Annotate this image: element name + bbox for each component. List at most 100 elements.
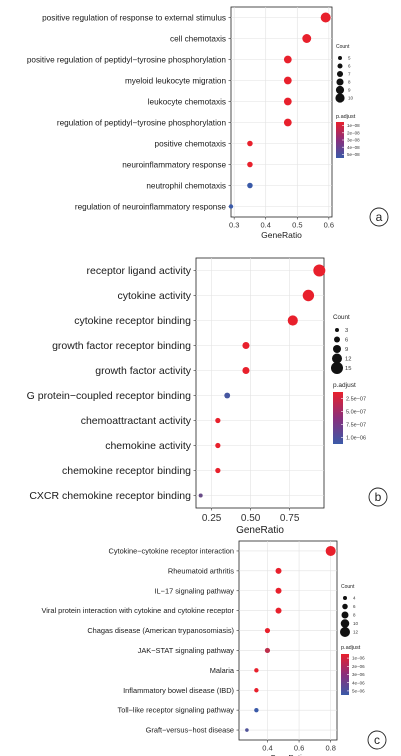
category-label: chemokine activity [105, 440, 192, 452]
color-legend-label: 2e−06 [352, 664, 365, 669]
color-legend-title: p.adjust [341, 645, 361, 651]
category-label: IL−17 signaling pathway [154, 586, 234, 595]
data-point [198, 493, 203, 498]
category-label: neutrophil chemotaxis [146, 181, 226, 190]
size-legend-dot [337, 63, 343, 69]
x-tick-label: 0.8 [325, 744, 335, 753]
data-point [242, 366, 250, 375]
category-label: Malaria [210, 666, 235, 675]
category-label: Cytokine−cytokine receptor interaction [108, 547, 234, 556]
category-label: myeloid leukocyte migration [125, 76, 226, 85]
category-label: G protein−coupled receptor binding [27, 390, 191, 402]
panel-label-circle [368, 487, 388, 507]
category-label: Rheumatoid arthritis [168, 566, 234, 575]
data-point [215, 442, 221, 449]
size-legend-title: Count [333, 314, 350, 321]
size-legend-title: Count [336, 44, 350, 50]
size-legend-label: 10 [348, 96, 354, 101]
category-label: Viral protein interaction with cytokine … [41, 606, 234, 615]
data-point [264, 647, 271, 654]
panel-label-circle [369, 207, 389, 227]
category-label: positive regulation of peptidyl−tyrosine… [27, 55, 227, 64]
size-legend-label: 8 [353, 613, 356, 618]
size-legend-label: 4 [353, 596, 356, 601]
size-legend-dot [331, 362, 343, 374]
color-legend-label: 1e−06 [352, 656, 365, 661]
size-legend-label: 5 [348, 56, 351, 61]
size-legend-title: Count [341, 584, 355, 590]
size-legend-label: 9 [345, 347, 348, 353]
color-legend-bar [336, 122, 344, 158]
category-label: leukocyte chemotaxis [148, 97, 226, 106]
data-point [287, 315, 298, 326]
x-tick-label: 0.75 [280, 513, 300, 524]
x-tick-label: 0.5 [292, 221, 302, 230]
size-legend-dot [340, 627, 350, 637]
size-legend-dot [341, 611, 349, 619]
panel-c: Cytokine−cytokine receptor interaction Rh… [41, 540, 387, 756]
data-point [283, 118, 292, 127]
data-point [302, 34, 312, 43]
panel-label-circle [367, 730, 387, 750]
color-legend-label: 2.5e−07 [346, 396, 366, 402]
color-legend-label: 4e−06 [352, 680, 365, 685]
category-label: Toll−like receptor signaling pathway [118, 706, 235, 715]
category-label: chemoattractant activity [81, 415, 192, 427]
panel-label: a [376, 210, 383, 224]
color-legend-label: 5e−06 [352, 688, 365, 693]
size-legend-dot [335, 85, 345, 95]
x-axis-title: GeneRatio [236, 525, 284, 536]
x-tick-label: 0.3 [229, 221, 239, 230]
panel-label: b [375, 490, 382, 504]
x-tick-label: 0.6 [324, 221, 334, 230]
category-label: regulation of neuroinflammatory response [75, 202, 227, 211]
color-legend-label: 5e−08 [347, 152, 360, 157]
x-axis-title: GeneRatio [270, 753, 306, 756]
size-legend-label: 12 [345, 357, 351, 363]
category-label: Graft−versus−host disease [146, 726, 234, 735]
size-legend-dot [342, 603, 348, 610]
category-label: positive regulation of response to exter… [42, 13, 226, 22]
size-legend-label: 7 [348, 72, 351, 77]
color-legend-label: 2e−08 [347, 130, 360, 135]
category-label: growth factor activity [95, 365, 191, 377]
data-point [224, 392, 231, 399]
size-legend-dot [338, 56, 342, 60]
size-legend-label: 6 [348, 64, 351, 69]
panel-label: c [374, 733, 380, 747]
x-tick-label: 0.4 [262, 744, 272, 753]
category-label: cytokine activity [117, 290, 191, 302]
data-point [247, 140, 253, 147]
data-point [254, 668, 259, 673]
data-point [228, 204, 234, 209]
size-legend-dot [335, 328, 339, 332]
color-legend-label: 5.0e−07 [346, 409, 366, 415]
size-legend-dot [336, 78, 344, 86]
data-point [242, 341, 250, 350]
category-label: growth factor receptor binding [52, 340, 191, 352]
size-legend-dot [343, 596, 347, 600]
color-legend-label: 3e−06 [352, 672, 365, 677]
size-legend-dot [335, 93, 345, 103]
data-point [254, 688, 259, 693]
x-tick-label: 0.6 [294, 744, 304, 753]
size-legend-label: 10 [353, 621, 359, 626]
data-point [245, 728, 249, 732]
x-axis-title: GeneRatio [261, 230, 302, 240]
panel-a: positive regulation of response to exter… [27, 6, 389, 240]
category-label: Chagas disease (American trypanosomiasis… [87, 626, 234, 635]
size-legend-dot [336, 70, 344, 78]
data-point [313, 264, 326, 277]
category-label: chemokine receptor binding [62, 465, 191, 477]
size-legend-label: 15 [345, 366, 351, 372]
color-legend-label: 3e−08 [347, 138, 360, 143]
data-point [302, 289, 315, 302]
category-label: positive chemotaxis [155, 139, 226, 148]
size-legend-dot [334, 336, 340, 343]
data-point [264, 627, 271, 634]
data-point [275, 607, 282, 614]
size-legend-label: 9 [348, 88, 351, 93]
size-legend-label: 12 [353, 630, 359, 635]
size-legend-dot [332, 353, 342, 364]
